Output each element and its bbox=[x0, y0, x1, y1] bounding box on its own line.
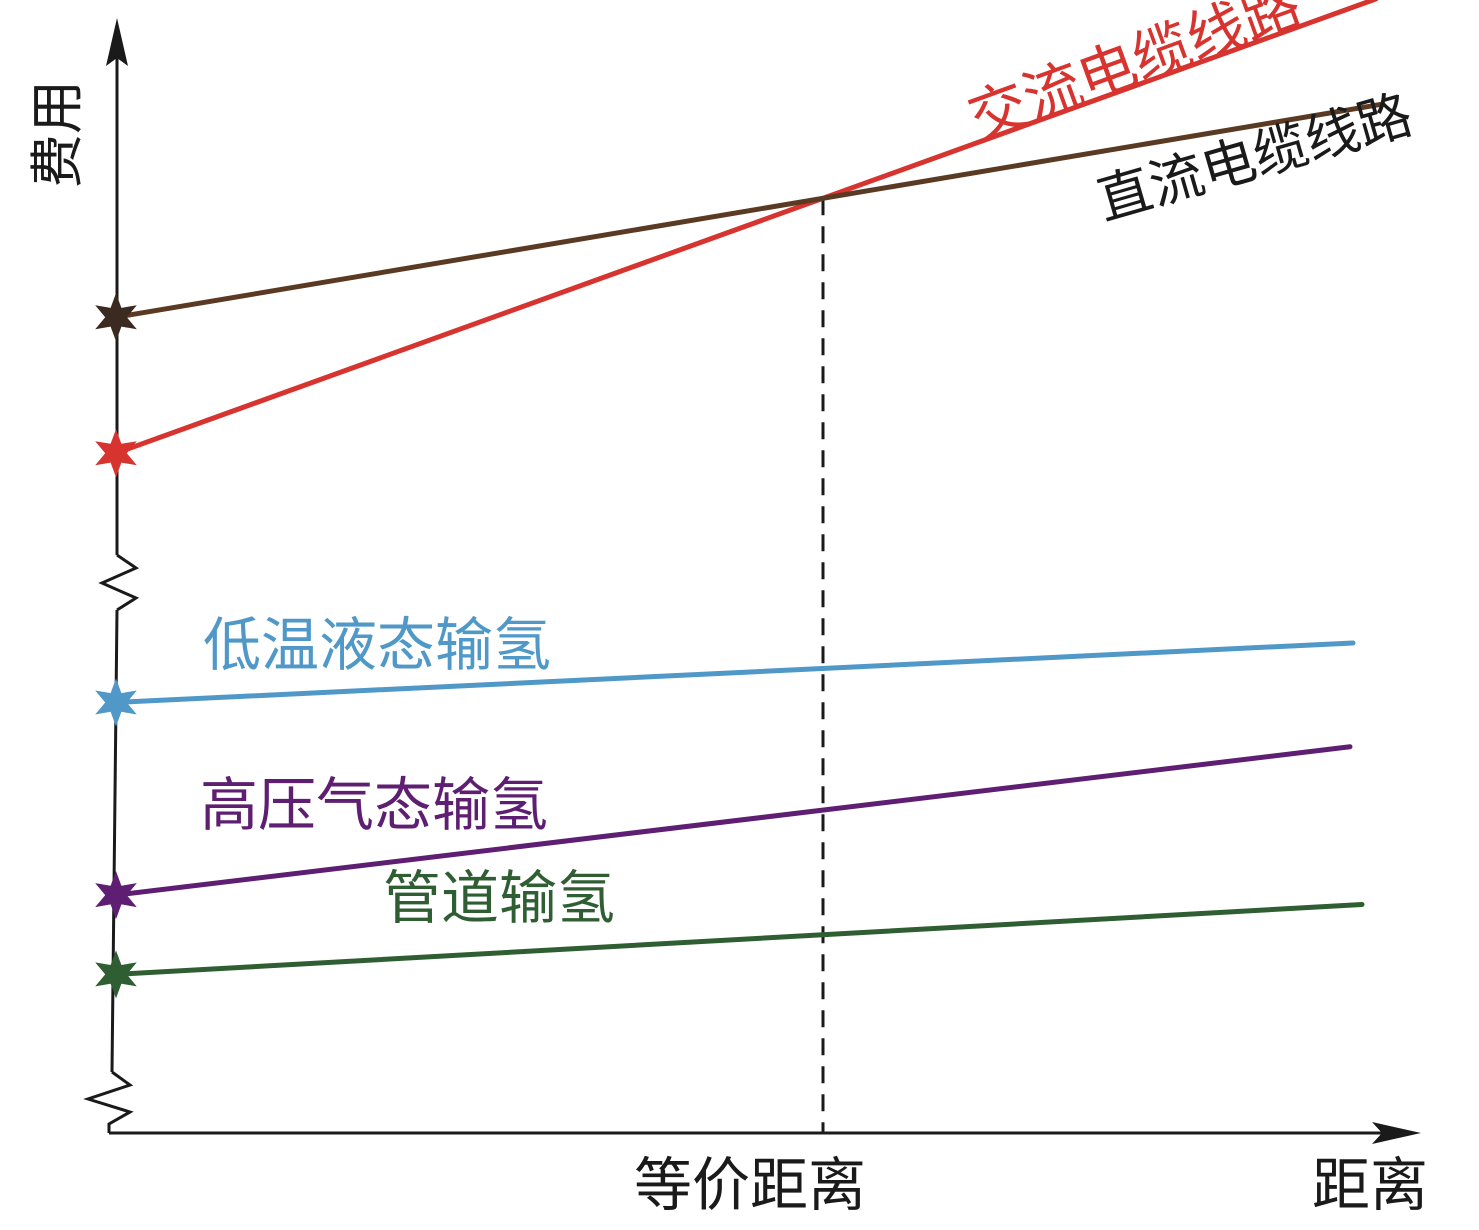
series-line-dc-cable bbox=[113, 101, 1385, 320]
series-label-gas-hydrogen: 高压气态输氢 bbox=[200, 771, 548, 839]
series-marker-liquid-hydrogen bbox=[95, 678, 137, 727]
series-label-pipeline-hydrogen: 管道输氢 bbox=[383, 864, 615, 932]
y-axis-break-lower bbox=[83, 1070, 134, 1133]
y-axis-label: 费用 bbox=[26, 80, 89, 188]
y-axis-arrow bbox=[106, 18, 128, 66]
series-marker-gas-hydrogen bbox=[95, 871, 137, 920]
series-line-liquid-hydrogen bbox=[113, 640, 1356, 705]
x-axis-arrow bbox=[1372, 1122, 1421, 1144]
series-line-pipeline-hydrogen bbox=[113, 901, 1365, 977]
series-label-liquid-hydrogen: 低温液态输氢 bbox=[203, 611, 551, 679]
series-marker-ac-cable bbox=[95, 429, 137, 478]
series-label-dc-cable: 直流电缆线路 bbox=[1090, 83, 1419, 233]
series-line-gas-hydrogen bbox=[113, 744, 1353, 898]
y-axis-break-upper bbox=[98, 553, 140, 612]
series-labels: 交流电缆线路 直流电缆线路 低温液态输氢 高压气态输氢 管道输氢 bbox=[200, 0, 1419, 932]
x-tick-label-equivalent-distance: 等价距离 bbox=[634, 1151, 866, 1219]
x-axis-label: 距离 bbox=[1312, 1151, 1428, 1219]
series-marker-pipeline-hydrogen bbox=[95, 950, 137, 999]
series-group bbox=[95, 0, 1385, 999]
series-line-ac-cable bbox=[113, 0, 1379, 456]
series-marker-dc-cable bbox=[95, 293, 137, 342]
